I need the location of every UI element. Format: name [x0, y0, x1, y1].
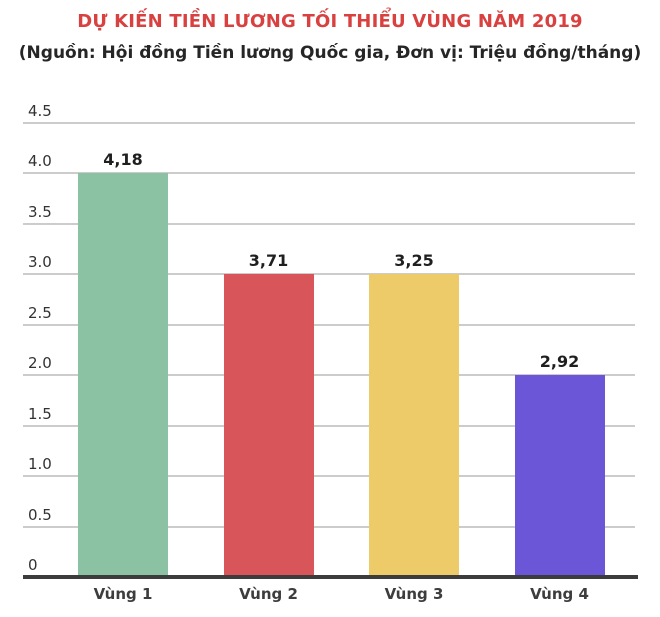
y-gridline [23, 122, 635, 124]
bar-value-label: 3,25 [394, 251, 434, 271]
y-gridline [23, 323, 635, 326]
chart-title: DỰ KIẾN TIỀN LƯƠNG TỐI THIỂU VÙNG NĂM 20… [77, 11, 583, 32]
x-axis-category-label: Vùng 1 [93, 585, 153, 603]
y-gridline [23, 222, 635, 225]
x-axis-category-label: Vùng 3 [384, 585, 444, 603]
x-axis-line [23, 575, 638, 579]
bar-value-label: 3,71 [248, 251, 289, 271]
bar-value-label: 4,18 [103, 150, 143, 170]
y-axis-tick-label: 2.5 [28, 303, 52, 322]
x-axis-category-label: Vùng 2 [239, 585, 298, 603]
y-gridline [23, 475, 635, 478]
plot-area: 0 0.5 1.0 1.5 2.0 2.5 3.0 3.5 4.0 4.5 4,18 Vùng 1 3,… [23, 103, 638, 603]
y-axis-tick-label: 3.5 [28, 202, 52, 221]
y-gridline [23, 172, 635, 175]
y-axis-tick-label: 0 [28, 556, 38, 574]
bar-vung-2 [223, 274, 314, 577]
y-axis-tick-label: 4.0 [28, 152, 52, 171]
bar-vung-1 [78, 173, 168, 577]
chart-subtitle: (Nguồn: Hội đồng Tiền lương Quốc gia, Đơ… [18, 43, 642, 63]
y-axis-tick-label: 3.0 [28, 253, 52, 272]
x-axis-category-label: Vùng 4 [530, 585, 589, 603]
y-gridline [23, 525, 635, 528]
y-axis-tick-label: 1.0 [28, 455, 52, 474]
y-axis-tick-label: 1.5 [28, 404, 52, 423]
y-gridline [23, 273, 635, 276]
y-axis-tick-label: 4.5 [28, 102, 52, 120]
y-axis-tick-label: 2.0 [28, 354, 52, 373]
y-gridline [23, 424, 635, 427]
bar-vung-3 [369, 274, 459, 577]
y-axis-tick-label: 0.5 [28, 505, 52, 524]
y-gridline [23, 374, 635, 377]
bar-vung-4 [514, 375, 605, 577]
bar-value-label: 2,92 [539, 352, 580, 372]
